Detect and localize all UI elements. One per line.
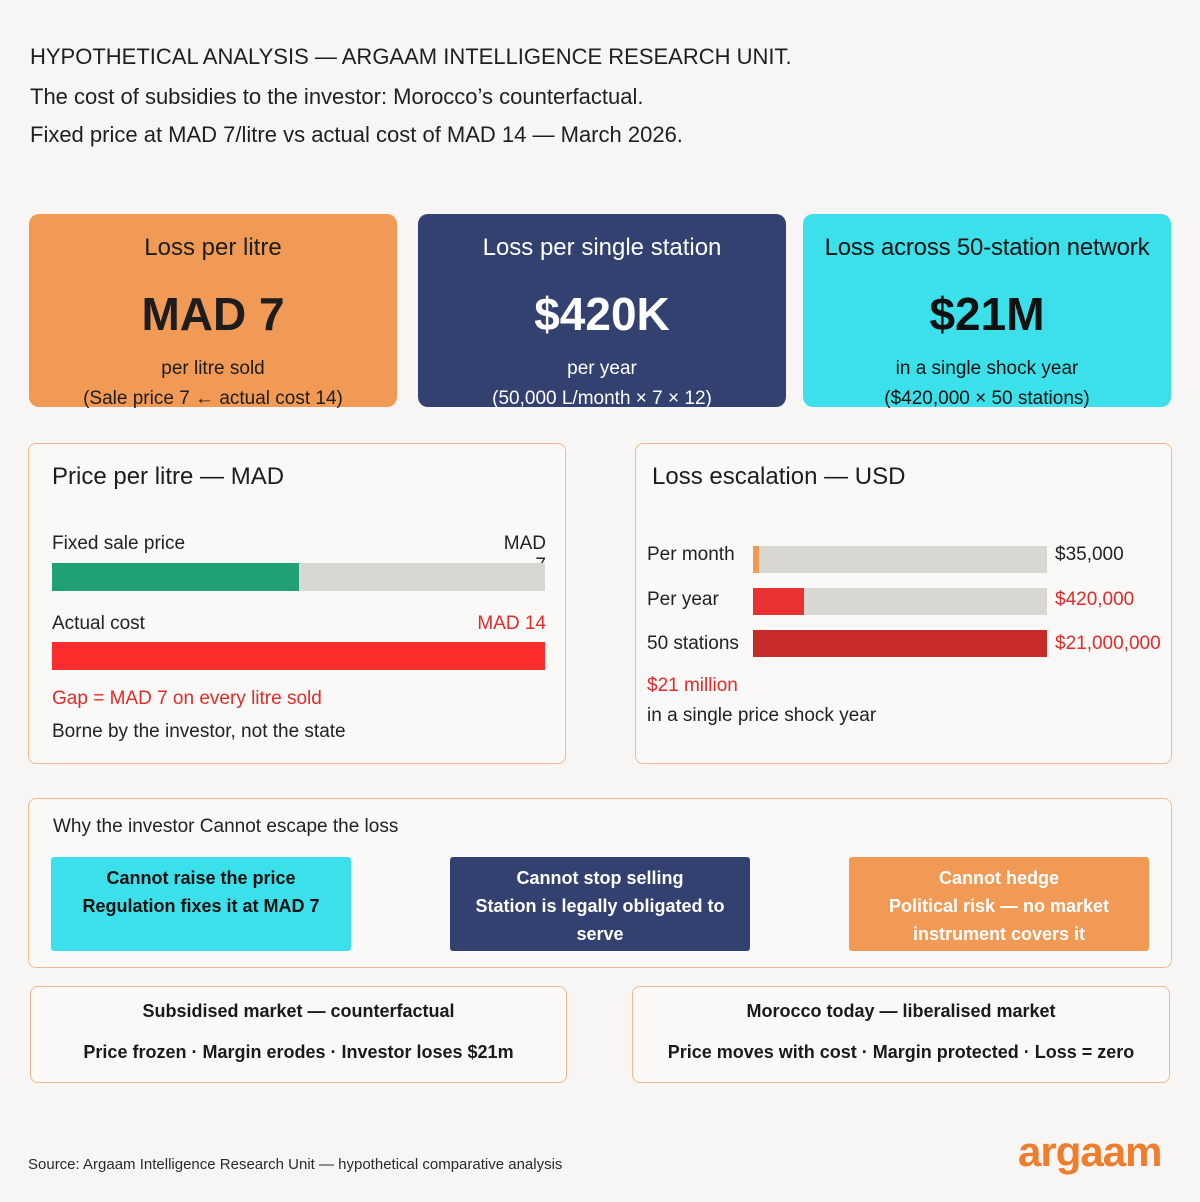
loss-row-value: $420,000 bbox=[1055, 589, 1135, 610]
kpi-subtitle: per litre sold bbox=[161, 358, 265, 379]
kpi-value: $420K bbox=[534, 288, 670, 340]
kpi-title: Loss across 50-station network bbox=[824, 234, 1150, 261]
why-card-heading: Cannot raise the price bbox=[106, 868, 296, 888]
loss-bar-per-month bbox=[753, 546, 759, 573]
fixed-price-label: Fixed sale price bbox=[52, 533, 186, 554]
compare-subsidised-market: Subsidised market — counterfactual Price… bbox=[30, 986, 567, 1083]
fixed-price-bar bbox=[52, 563, 299, 591]
why-card-text: Regulation fixes it at MAD 7 bbox=[82, 896, 320, 916]
kpi-note: (50,000 L/month × 7 × 12) bbox=[492, 388, 712, 409]
why-card-stop-selling: Cannot stop selling Station is legally o… bbox=[450, 857, 750, 951]
kpi-value: $21M bbox=[929, 288, 1045, 340]
loss-bar-track bbox=[753, 630, 1047, 657]
price-panel-note: Borne by the investor, not the state bbox=[52, 721, 346, 742]
kpi-subtitle: per year bbox=[567, 358, 637, 379]
loss-row-label: Per month bbox=[647, 544, 735, 565]
compare-liberalised-market: Morocco today — liberalised market Price… bbox=[632, 986, 1170, 1083]
why-card-hedge: Cannot hedge Political risk — no market … bbox=[849, 857, 1149, 951]
kpi-card-loss-per-litre: Loss per litre MAD 7 per litre sold (Sal… bbox=[29, 214, 397, 409]
kpi-value: MAD 7 bbox=[141, 288, 285, 340]
loss-row-label: 50 stations bbox=[647, 633, 739, 654]
loss-bar-track bbox=[753, 546, 1047, 573]
argaam-logo: argaam bbox=[1018, 1128, 1162, 1175]
loss-bar-track bbox=[753, 588, 1047, 615]
why-title: Why the investor Cannot escape the loss bbox=[53, 816, 399, 837]
kpi-card-loss-per-station: Loss per single station $420K per year (… bbox=[418, 214, 786, 409]
compare-text: Price frozen · Margin erodes · Investor … bbox=[83, 1042, 514, 1062]
actual-cost-bar-track bbox=[52, 642, 545, 670]
kpi-note: ($420,000 × 50 stations) bbox=[884, 388, 1090, 409]
loss-panel-note: in a single price shock year bbox=[647, 705, 877, 726]
header-subtitle: The cost of subsidies to the investor: M… bbox=[30, 84, 644, 109]
actual-cost-label: Actual cost bbox=[52, 613, 145, 634]
actual-cost-bar bbox=[52, 642, 545, 670]
loss-row-value: $21,000,000 bbox=[1055, 633, 1161, 654]
why-card-raise-price: Cannot raise the price Regulation fixes … bbox=[51, 857, 351, 951]
source-note: Source: Argaam Intelligence Research Uni… bbox=[28, 1156, 563, 1173]
fixed-price-bar-track bbox=[52, 563, 545, 591]
loss-row-value: $35,000 bbox=[1055, 544, 1124, 565]
loss-bar-per-year bbox=[753, 588, 805, 615]
kpi-title: Loss per single station bbox=[482, 234, 722, 261]
why-card-text: instrument covers it bbox=[912, 924, 1086, 944]
loss-panel-title: Loss escalation — USD bbox=[652, 463, 906, 490]
gap-text: Gap = MAD 7 on every litre sold bbox=[52, 688, 322, 709]
why-card-text: Political risk — no market bbox=[888, 896, 1110, 916]
kpi-subtitle: in a single shock year bbox=[895, 358, 1079, 379]
header-description: Fixed price at MAD 7/litre vs actual cos… bbox=[30, 122, 683, 147]
kpi-card-loss-network: Loss across 50-station network $21M in a… bbox=[803, 214, 1171, 409]
compare-text: Price moves with cost · Margin protected… bbox=[667, 1042, 1135, 1062]
header-title: HYPOTHETICAL ANALYSIS — ARGAAM INTELLIGE… bbox=[30, 44, 792, 69]
why-card-heading: Cannot stop selling bbox=[516, 868, 684, 888]
kpi-note: (Sale price 7 ← actual cost 14) bbox=[83, 388, 343, 409]
loss-highlight: $21 million bbox=[647, 675, 738, 696]
price-panel-title: Price per litre — MAD bbox=[52, 463, 285, 490]
why-card-text: Station is legally obligated to serve bbox=[475, 896, 725, 944]
compare-title: Morocco today — liberalised market bbox=[746, 1001, 1056, 1021]
why-card-heading: Cannot hedge bbox=[939, 868, 1059, 888]
loss-row-label: Per year bbox=[647, 589, 719, 610]
actual-cost-value: MAD 14 bbox=[477, 613, 546, 634]
price-per-litre-panel bbox=[28, 443, 566, 764]
loss-bar-50-stations bbox=[753, 630, 1047, 657]
compare-title: Subsidised market — counterfactual bbox=[142, 1001, 455, 1021]
kpi-title: Loss per litre bbox=[144, 234, 282, 261]
